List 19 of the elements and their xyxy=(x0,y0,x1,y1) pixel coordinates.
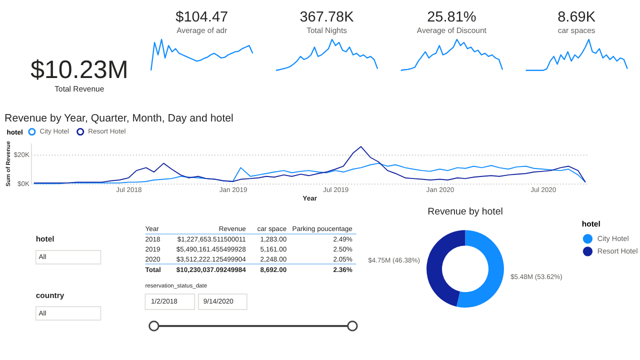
text: country xyxy=(36,290,65,300)
line-series xyxy=(33,162,586,184)
chart-title: 25.81% xyxy=(427,9,476,26)
donut-slice xyxy=(426,230,466,307)
chart-subtitle: car spaces xyxy=(558,26,596,35)
text: hotel xyxy=(36,234,54,244)
text: Total Revenue xyxy=(54,84,104,94)
chart-subtitle: Average of adr xyxy=(176,26,228,35)
line-series xyxy=(33,146,586,184)
legend-title: hotel xyxy=(582,219,600,228)
chart-title: Revenue by Year, Quarter, Month, Day and hotel xyxy=(4,112,234,125)
donut-slice xyxy=(456,230,504,308)
chart-subtitle: Average of Discount xyxy=(416,26,488,35)
chart-subtitle: Total Nights xyxy=(306,26,348,35)
chart-title: Revenue by hotel xyxy=(428,206,503,218)
chart-title: $104.47 xyxy=(176,9,228,26)
chart-title: 367.78K xyxy=(300,9,354,26)
chart-title: 8.69K xyxy=(558,9,596,26)
text: $10.23M xyxy=(30,56,128,84)
